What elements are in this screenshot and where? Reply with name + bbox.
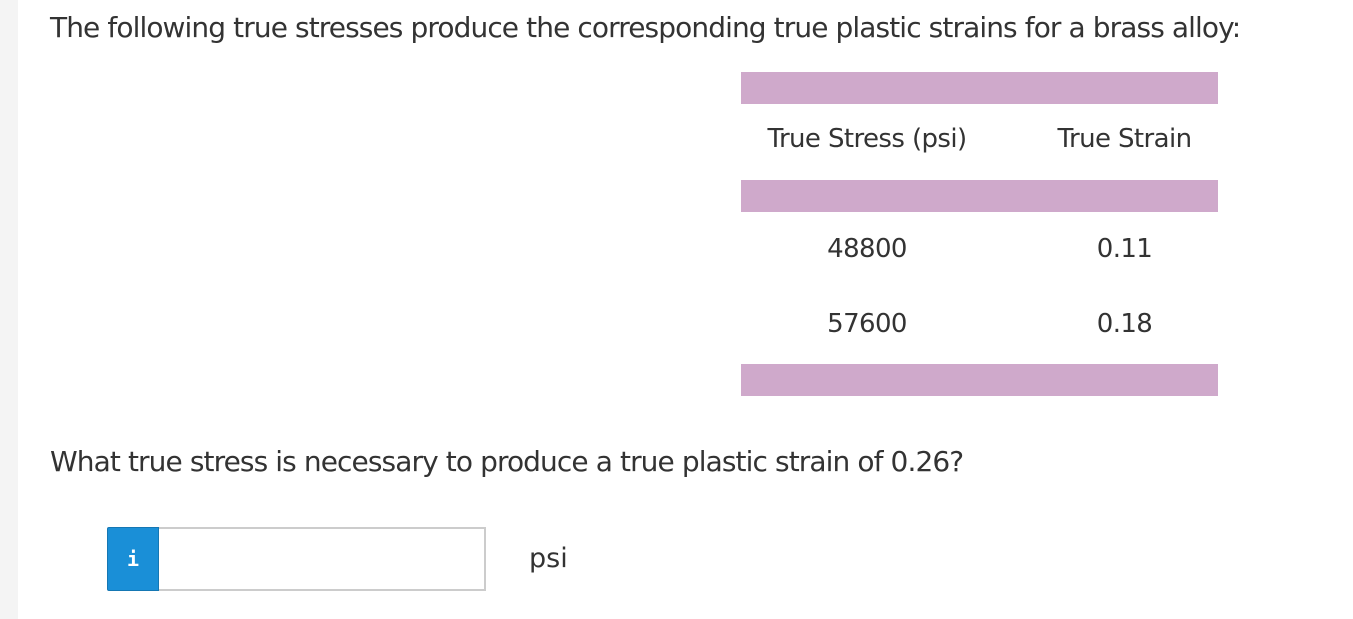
- table-cell-stress-row-2: 57600: [827, 309, 907, 339]
- answer-unit-label: psi: [529, 543, 568, 574]
- table-top-rule: [741, 72, 1218, 104]
- question-text: What true stress is necessary to produce…: [50, 445, 964, 478]
- table-bottom-rule: [741, 364, 1218, 396]
- problem-intro-text: The following true stresses produce the …: [50, 11, 1241, 44]
- table-cell-strain-row-2: 0.18: [1096, 309, 1153, 339]
- table-cell-strain-row-1: 0.11: [1096, 234, 1153, 264]
- table-header-true-strain: True Strain: [1057, 124, 1193, 154]
- problem-page: The following true stresses produce the …: [18, 0, 1353, 619]
- info-icon[interactable]: i: [107, 527, 159, 591]
- table-cell-stress-row-1: 48800: [827, 234, 907, 264]
- table-header-true-stress: True Stress (psi): [767, 124, 967, 154]
- table-header-rule: [741, 180, 1218, 212]
- answer-input[interactable]: [159, 527, 486, 591]
- info-icon-glyph: i: [126, 547, 140, 571]
